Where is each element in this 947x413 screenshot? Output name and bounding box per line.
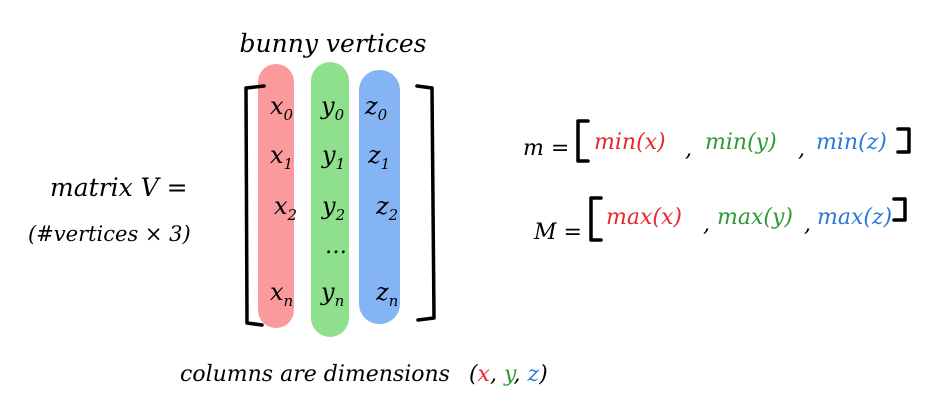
caption-y: y (503, 362, 517, 387)
entry-y2: y2 (321, 192, 345, 224)
max-z: max(z) (817, 205, 892, 230)
entry-zn: zn (375, 278, 398, 310)
entry-z2: z2 (375, 192, 398, 224)
caption-x: x (478, 362, 491, 387)
min-y: min(y) (705, 130, 777, 155)
max-x: max(x) (606, 205, 682, 230)
max-sep-1: , (703, 212, 710, 237)
min-x: min(x) (594, 130, 666, 155)
entry-z0: z0 (364, 92, 388, 124)
min-sep-1: , (685, 137, 692, 162)
matrix-sublabel: (#vertices × 3) (28, 222, 191, 246)
max-lhs: M = (533, 220, 582, 245)
column-band-y (311, 62, 349, 337)
entry-x1: x1 (270, 141, 293, 173)
max-sep-2: , (804, 212, 811, 237)
caption: columns are dimensions (x, y, z) (180, 362, 548, 387)
left-bracket (244, 84, 266, 327)
right-bracket (415, 84, 436, 322)
column-band-x (258, 64, 294, 328)
entry-yn: yn (320, 278, 344, 310)
entry-z1: z1 (367, 141, 390, 173)
min-lhs: m = (523, 136, 569, 161)
max-open-bracket (589, 196, 603, 242)
title: bunny vertices (240, 29, 427, 58)
min-sep-2: , (798, 137, 805, 162)
column-band-z (359, 70, 400, 324)
entry-y1: y1 (321, 141, 345, 173)
entry-x2: x2 (274, 192, 297, 224)
caption-z: z (526, 362, 539, 387)
max-y: max(y) (717, 205, 793, 230)
min-open-bracket (576, 119, 590, 163)
entry-x0: x0 (270, 92, 294, 124)
min-close-bracket (896, 127, 911, 154)
min-z: min(z) (816, 130, 887, 155)
entry-y0: y0 (320, 92, 345, 124)
max-close-bracket (892, 197, 907, 222)
entry-y-ellipsis: … (325, 234, 347, 259)
matrix-label: matrix V = (50, 173, 188, 202)
entry-xn: xn (270, 278, 293, 310)
